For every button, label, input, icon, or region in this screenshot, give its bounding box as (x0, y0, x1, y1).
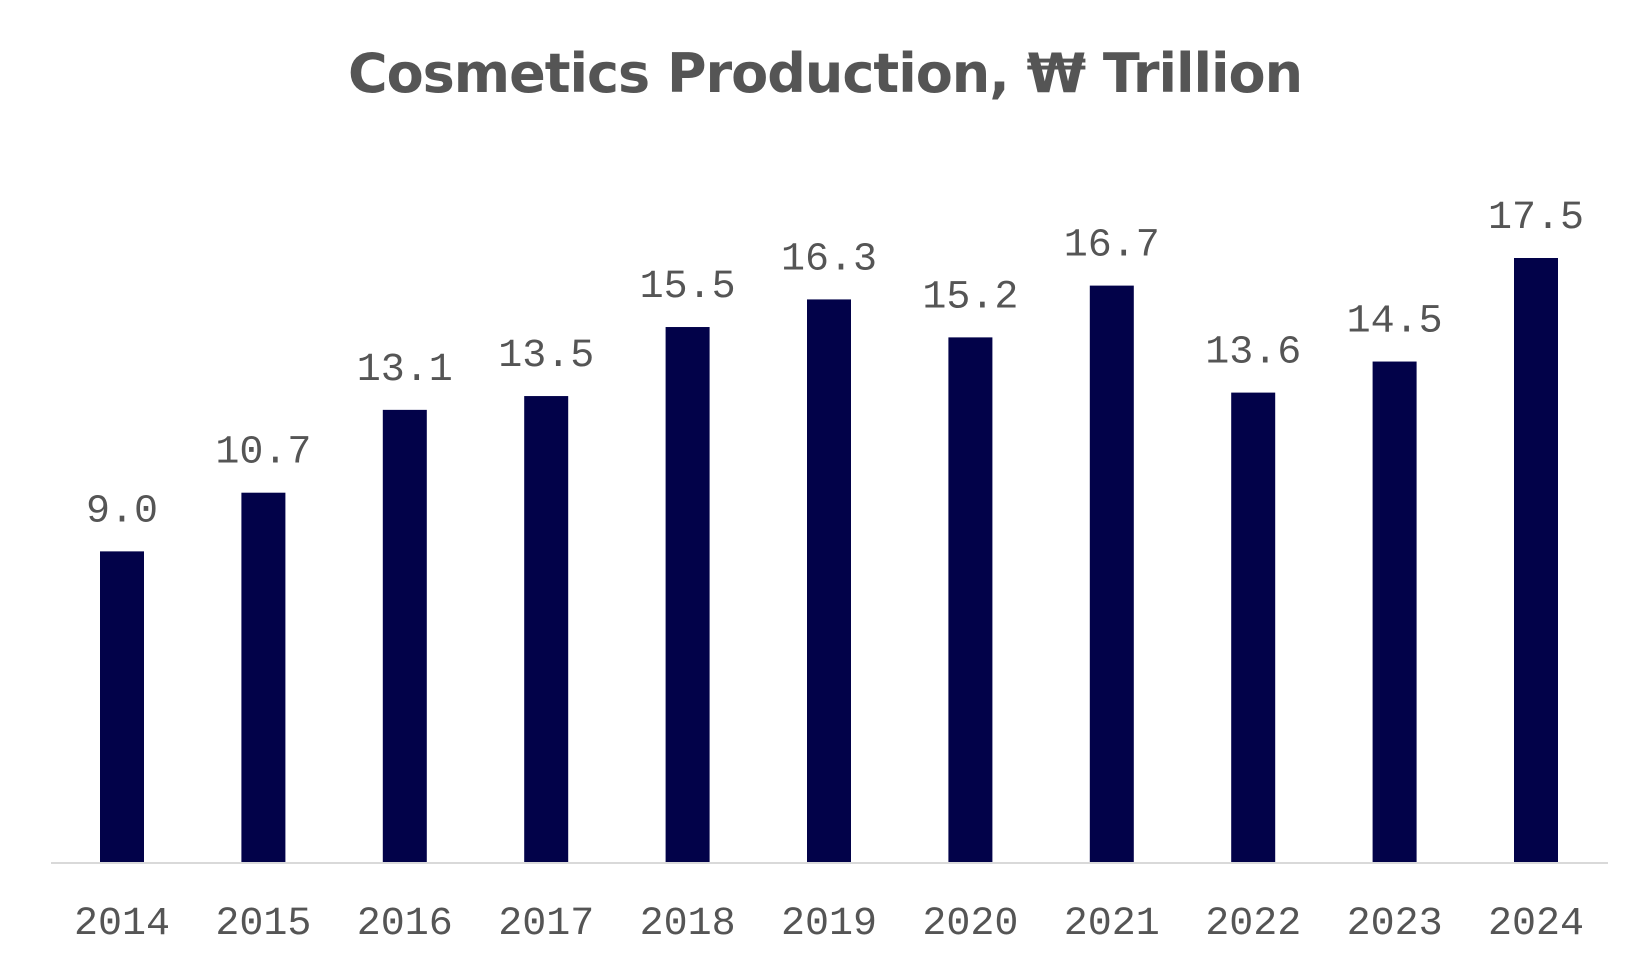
bar-2020 (948, 337, 993, 863)
bar-2016 (382, 409, 427, 862)
bar-2015 (241, 492, 286, 862)
bar-2019 (807, 299, 851, 863)
data-label-2023: 14.5 (1347, 300, 1443, 345)
data-label-2019: 16.3 (781, 237, 877, 282)
x-tick-label-2021: 2021 (1064, 902, 1160, 947)
x-tick-label-2014: 2014 (74, 902, 170, 947)
x-tick-label-2015: 2015 (215, 902, 311, 947)
bar-2023 (1372, 361, 1417, 862)
data-label-2015: 10.7 (215, 431, 311, 476)
bar-2018 (665, 327, 710, 862)
x-tick-label-2016: 2016 (357, 902, 453, 947)
data-label-2022: 13.6 (1205, 331, 1301, 376)
bar-2024 (1514, 258, 1558, 862)
bar-2022 (1231, 392, 1276, 862)
data-label-2020: 15.2 (922, 275, 1018, 320)
chart-title: Cosmetics Production, ₩ Trillion (347, 42, 1303, 105)
x-tick-label-2020: 2020 (922, 902, 1018, 947)
x-tick-label-2018: 2018 (640, 902, 736, 947)
x-tick-label-2019: 2019 (781, 902, 877, 947)
x-tick-label-2024: 2024 (1488, 902, 1584, 947)
data-label-2021: 16.7 (1064, 224, 1160, 269)
data-label-2017: 13.5 (498, 334, 594, 379)
data-label-2018: 15.5 (640, 265, 736, 310)
bar-2014 (100, 551, 144, 862)
data-label-2016: 13.1 (357, 348, 453, 393)
x-tick-label-2017: 2017 (498, 902, 594, 947)
data-label-2014: 9.0 (86, 489, 158, 534)
x-tick-label-2023: 2023 (1347, 902, 1443, 947)
bar-2021 (1089, 285, 1134, 862)
data-label-2024: 17.5 (1488, 196, 1584, 241)
bar-2017 (524, 396, 569, 862)
x-tick-label-2022: 2022 (1205, 902, 1301, 947)
